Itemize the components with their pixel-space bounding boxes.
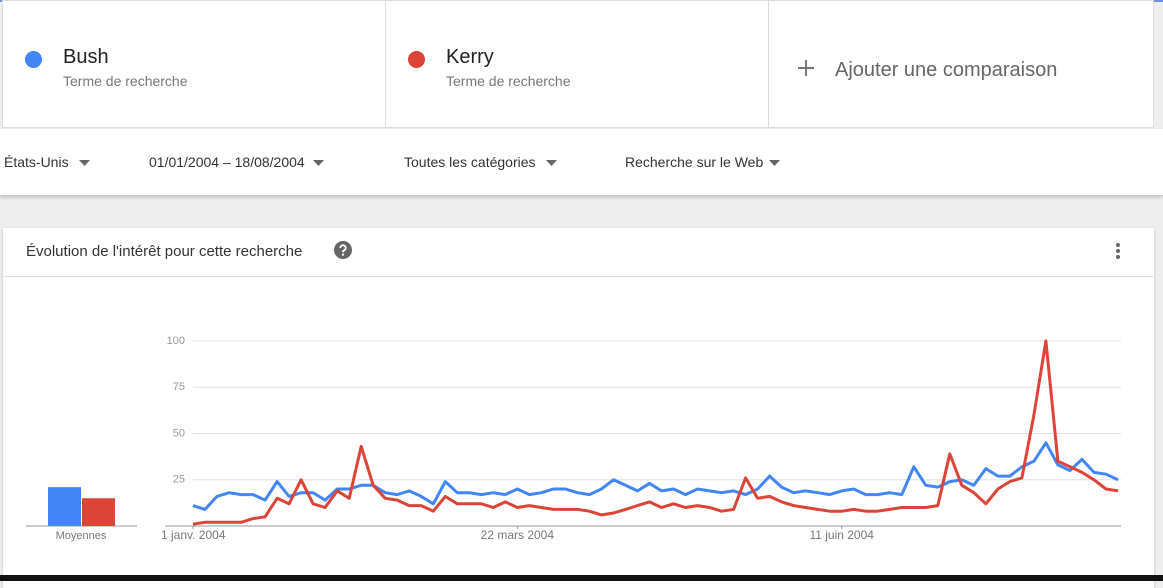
bottom-strip [0, 575, 1163, 581]
series-dot [408, 51, 425, 68]
dropdown-arrow [545, 160, 557, 166]
term-subtitle: Terme de recherche [446, 73, 571, 89]
filter-label: 01/01/2004 – 18/08/2004 [149, 154, 305, 170]
term-card[interactable]: Bush Terme de recherche [2, 0, 386, 128]
help-icon[interactable] [334, 241, 352, 259]
divider [3, 276, 1154, 277]
x-tick-label: 11 juin 2004 [809, 528, 874, 542]
x-tick-label: 22 mars 2004 [481, 528, 555, 542]
filter[interactable]: Toutes les catégories [404, 154, 558, 170]
dropdown-arrow [769, 160, 781, 166]
term-card[interactable]: Kerry Terme de recherche [385, 0, 769, 128]
chart-card: Évolution de l'intérêt pour cette recher… [3, 228, 1154, 588]
series-dot [25, 51, 42, 68]
filter[interactable]: États-Unis [4, 154, 91, 170]
dropdown-arrow [78, 160, 90, 166]
y-tick-label: 25 [173, 474, 185, 486]
filter[interactable]: 01/01/2004 – 18/08/2004 [149, 154, 325, 170]
plus-icon [798, 60, 814, 76]
term-name: Kerry [446, 46, 494, 68]
term-name: Bush [63, 46, 109, 68]
x-tick-label: 1 janv. 2004 [161, 528, 226, 542]
filter-label: États-Unis [4, 154, 69, 170]
filter-label: Recherche sur le Web [625, 154, 764, 170]
menu-icon[interactable] [1115, 242, 1121, 260]
filter-label: Toutes les catégories [404, 154, 536, 170]
series-line [192, 339, 1119, 526]
y-tick-label: 50 [173, 427, 185, 439]
averages-label: Moyennes [56, 530, 107, 542]
dropdown-arrow [312, 160, 324, 166]
chart-title: Évolution de l'intérêt pour cette recher… [26, 243, 303, 260]
y-tick-label: 100 [167, 335, 185, 347]
term-subtitle: Terme de recherche [63, 73, 188, 89]
average-bar [82, 498, 115, 526]
filter-bar: États-Unis 01/01/2004 – 18/08/2004 Toute… [0, 129, 1163, 196]
average-bar [48, 487, 81, 526]
add-comparison-label: Ajouter une comparaison [835, 59, 1058, 81]
add-comparison[interactable]: Ajouter une comparaison [768, 0, 1154, 128]
series-line [192, 441, 1119, 511]
y-tick-label: 75 [173, 381, 185, 393]
filter[interactable]: Recherche sur le Web [625, 154, 781, 170]
